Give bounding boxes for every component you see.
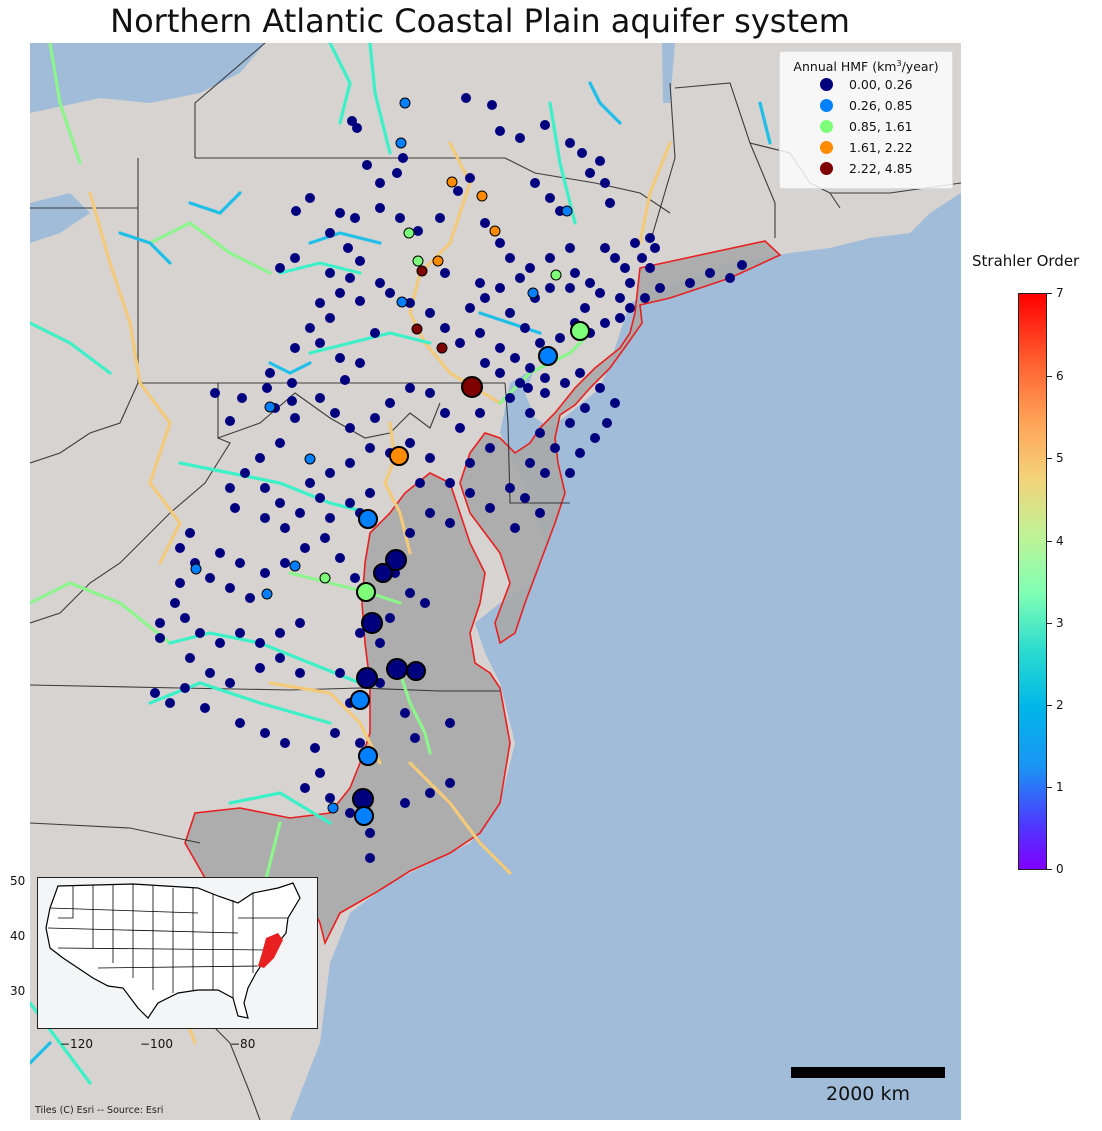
colorbar-tick [1047,787,1052,788]
legend-label: 0.85, 1.61 [849,119,913,135]
legend-label: 0.26, 0.85 [849,98,913,114]
legend-item: 0.26, 0.85 [780,95,952,116]
inset-y-tick: 50 [10,874,26,888]
legend-dot [820,120,833,134]
colorbar-title: Strahler Order [972,252,1080,270]
gauge-points-flow-classes [190,97,590,826]
inset-x-tick: −80 [230,1037,256,1051]
legend-item: 1.61, 2.22 [780,137,952,158]
legend-title: Annual HMF (km3/year) [793,59,939,75]
legend-dot [820,162,833,176]
legend-dot [820,78,833,92]
colorbar-tick [1047,541,1052,542]
aquifer-region [459,240,782,645]
scale-bar-label: 2000 km [826,1083,910,1105]
colorbar-tick [1047,705,1052,706]
colorbar-tick [1047,293,1052,294]
flow-legend: Annual HMF (km3/year) 0.00, 0.26 0.26, 0… [779,51,953,189]
inset-x-tick: −100 [140,1037,173,1051]
colorbar-tick [1047,376,1052,377]
colorbar-tick-label: 7 [1056,286,1064,300]
legend-label: 1.61, 2.22 [849,140,913,156]
inset-svg [38,878,317,1028]
lake-champlain [662,43,675,103]
colorbar-tick-label: 2 [1056,698,1064,712]
inset-aquifer-highlight [258,933,283,968]
scale-bar [791,1067,945,1078]
legend-dot [820,141,833,155]
strahler-colorbar [1018,293,1047,870]
lake-ontario [30,43,265,113]
legend-item: 0.00, 0.26 [780,74,952,95]
gauge-points-small [150,93,747,863]
colorbar-tick-label: 6 [1056,369,1064,383]
inset-y-tick: 30 [10,984,26,998]
colorbar-tick-label: 0 [1056,862,1064,876]
legend-item: 0.85, 1.61 [780,116,952,137]
river-network [30,43,772,1085]
inset-y-tick: 40 [10,929,26,943]
legend-label: 2.22, 4.85 [849,161,913,177]
colorbar-tick [1047,623,1052,624]
basemap-svg [30,43,961,1120]
aquifer-region-south [184,472,511,946]
inset-x-tick: −120 [60,1037,93,1051]
map-title: Northern Atlantic Coastal Plain aquifer … [110,2,850,40]
colorbar-tick [1047,458,1052,459]
colorbar-tick-label: 1 [1056,780,1064,794]
colorbar-tick-label: 3 [1056,616,1064,630]
inset-map-usa [37,877,318,1029]
colorbar-tick [1047,869,1052,870]
lake-erie [30,193,90,243]
legend-item: 2.22, 4.85 [780,158,952,179]
colorbar-tick-label: 5 [1056,451,1064,465]
colorbar-tick-label: 4 [1056,534,1064,548]
tile-attribution: Tiles (C) Esri -- Source: Esri [35,1105,164,1116]
legend-label: 0.00, 0.26 [849,77,913,93]
legend-dot [820,99,833,113]
inset-state-lines [47,884,288,998]
